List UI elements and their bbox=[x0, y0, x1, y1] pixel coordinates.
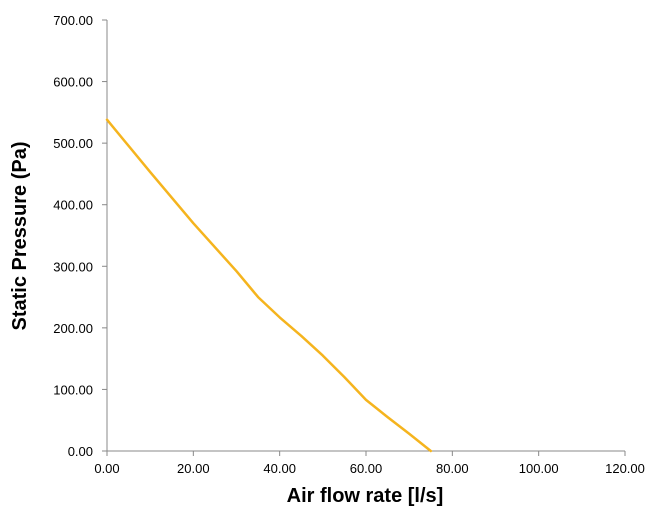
y-axis: 0.00 100.00 200.00 300.00 400.00 500.00 600.00… bbox=[53, 13, 108, 459]
y-tick-label: 200.00 bbox=[53, 321, 93, 336]
x-tick-label: 120.00 bbox=[605, 461, 645, 476]
x-tick-label: 40.00 bbox=[263, 461, 296, 476]
x-axis: 0.00 20.00 40.00 60.00 80.00 100.00 120.00 bbox=[94, 450, 645, 476]
x-tick-label: 80.00 bbox=[436, 461, 469, 476]
series-group bbox=[105, 118, 433, 453]
x-tick-label: 0.00 bbox=[94, 461, 119, 476]
y-tick-label: 700.00 bbox=[53, 13, 93, 28]
y-tick-label: 600.00 bbox=[53, 75, 93, 90]
y-tick-label: 100.00 bbox=[53, 382, 93, 397]
y-tick-label: 0.00 bbox=[68, 444, 93, 459]
x-tick-label: 100.00 bbox=[519, 461, 559, 476]
series-line bbox=[105, 118, 433, 453]
x-tick-label: 20.00 bbox=[177, 461, 210, 476]
y-tick-label: 500.00 bbox=[53, 136, 93, 151]
x-axis-title: Air flow rate [l/s] bbox=[287, 485, 444, 507]
y-tick-label: 300.00 bbox=[53, 259, 93, 274]
y-axis-title: Static Pressure (Pa) bbox=[9, 142, 31, 331]
y-tick-label: 400.00 bbox=[53, 198, 93, 213]
x-tick-label: 60.00 bbox=[350, 461, 383, 476]
